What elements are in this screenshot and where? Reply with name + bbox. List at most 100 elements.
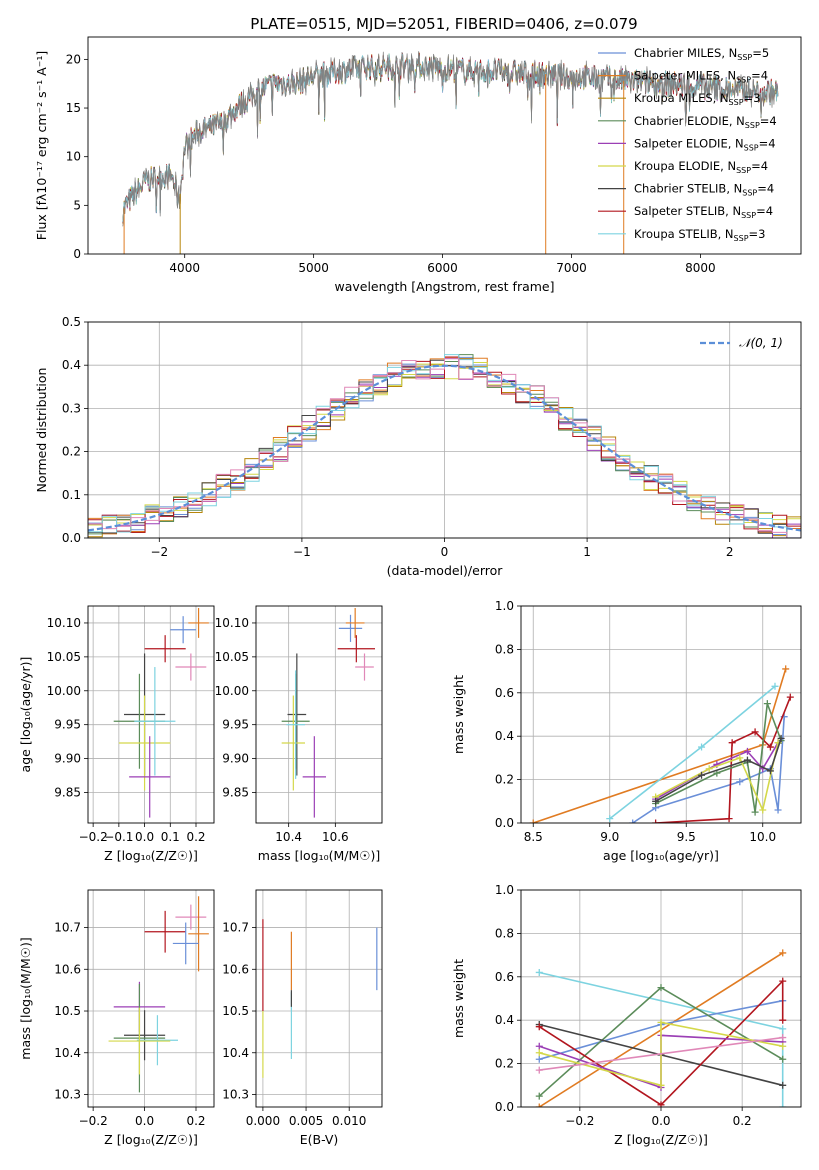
legend-text: Kroupa MILES, N	[634, 91, 729, 105]
residuals-frame	[87, 321, 802, 539]
legend-entry: Chabrier STELIB, NSSP=4	[634, 182, 774, 198]
mass-weight-vs-Z-plot	[535, 949, 787, 1107]
legend-text: Salpeter STELIB, N	[634, 204, 741, 218]
x-tick-label: 8000	[685, 261, 716, 275]
series-marker	[657, 1101, 665, 1107]
mass-vs-Z-frame	[87, 889, 215, 1108]
legend-text: Chabrier STELIB, N	[634, 182, 742, 196]
legend-suffix: =4	[756, 204, 773, 218]
y-tick-label: 10	[66, 150, 81, 164]
legend-text: Chabrier ELODIE, N	[634, 114, 745, 128]
series-marker	[743, 747, 751, 755]
y-tick-label: 9.95	[222, 718, 249, 732]
series-line	[609, 685, 776, 820]
age-vs-Z-plot	[113, 608, 209, 818]
x-tick-label: 8.5	[524, 830, 543, 844]
y-tick-label: 10.4	[222, 1046, 249, 1060]
x-tick-label: −1	[293, 545, 311, 559]
y-axis-label: mass weight	[451, 675, 466, 754]
x-tick-label: 0.0	[135, 830, 154, 844]
x-tick-label: −2	[150, 545, 168, 559]
series-marker	[606, 815, 614, 823]
series-marker	[777, 734, 785, 742]
x-tick-label: 6000	[427, 261, 458, 275]
series-line	[538, 979, 784, 1106]
y-tick-label: 0.6	[495, 970, 514, 984]
y-tick-label: 0.6	[495, 686, 514, 700]
y-tick-label: 10.10	[215, 616, 249, 630]
series-marker	[535, 1049, 543, 1057]
y-tick-label: 10.5	[222, 1004, 249, 1018]
y-tick-label: 0.2	[62, 445, 81, 459]
series-marker	[786, 693, 794, 701]
series-marker	[629, 819, 637, 823]
legend-entry: Salpeter STELIB, NSSP=4	[634, 204, 773, 220]
series-marker	[535, 1066, 543, 1074]
series-line	[655, 696, 792, 823]
histogram-step	[88, 358, 801, 538]
y-tick-label: 10.6	[222, 962, 249, 976]
series-marker	[779, 1103, 787, 1107]
age-vs-mass-frame	[255, 605, 383, 824]
y-tick-label: 0.4	[495, 729, 514, 743]
series-marker	[736, 778, 744, 786]
y-tick-label: 0.0	[62, 531, 81, 545]
x-tick-label: 4000	[169, 261, 200, 275]
x-tick-label: −0.2	[565, 1114, 594, 1128]
series-marker	[698, 743, 706, 751]
x-tick-label: 10.4	[275, 830, 302, 844]
series-marker	[725, 815, 733, 823]
legend-entry: Salpeter ELODIE, NSSP=4	[634, 136, 776, 152]
x-tick-label: 0.000	[246, 1114, 280, 1128]
x-axis-label: (data-model)/error	[387, 563, 504, 578]
series-marker	[535, 1042, 543, 1050]
x-axis-label: Z [log₁₀(Z/Z☉)]	[104, 1132, 198, 1147]
series-line	[655, 703, 782, 813]
mass-vs-ebv-frame	[255, 889, 383, 1108]
series-marker	[657, 1018, 665, 1026]
legend-entry: Chabrier ELODIE, NSSP=4	[634, 114, 777, 130]
y-tick-label: 0.2	[495, 1057, 514, 1071]
y-tick-label: 15	[66, 101, 81, 115]
x-tick-label: 2	[726, 545, 734, 559]
y-tick-label: 9.85	[222, 785, 249, 799]
y-tick-label: 9.90	[222, 752, 249, 766]
series-marker	[759, 806, 767, 814]
y-tick-label: 0.3	[62, 401, 81, 415]
series-marker	[766, 743, 774, 751]
y-tick-label: 10.3	[222, 1087, 249, 1101]
x-tick-label: 0.2	[186, 830, 205, 844]
legend-text: Salpeter ELODIE, N	[634, 136, 744, 150]
x-axis-label: age [log₁₀(age/yr)]	[603, 848, 719, 863]
residuals-plot	[88, 354, 801, 538]
y-tick-label: 0.0	[495, 1100, 514, 1114]
series-marker	[535, 968, 543, 976]
series-marker	[779, 949, 787, 957]
y-tick-label: 9.95	[54, 718, 81, 732]
y-tick-label: 10.5	[54, 1004, 81, 1018]
legend-subscript: SSP	[742, 189, 757, 198]
age-vs-Z-frame	[87, 605, 215, 824]
legend-subscript: SSP	[734, 234, 749, 243]
y-tick-label: 10.05	[47, 650, 81, 664]
x-tick-label: 0.0	[651, 1114, 670, 1128]
y-tick-label: 0.8	[495, 926, 514, 940]
x-axis-label: wavelength [Angstrom, rest frame]	[334, 279, 554, 294]
legend-subscript: SSP	[745, 121, 760, 130]
series-marker	[779, 1025, 787, 1033]
x-tick-label: 0.1	[161, 830, 180, 844]
x-axis-label: Z [log₁₀(Z/Z☉)]	[614, 1132, 708, 1147]
spectrum-plot	[122, 51, 779, 254]
y-tick-label: 0.0	[495, 816, 514, 830]
legend-suffix: =3	[744, 91, 761, 105]
x-tick-label: 0	[441, 545, 449, 559]
legend-entry: Kroupa ELODIE, NSSP=4	[634, 159, 768, 175]
legend-suffix: =4	[751, 159, 768, 173]
series-marker	[698, 771, 706, 779]
residuals-legend: 𝒩(0, 1)	[700, 336, 783, 350]
y-tick-label: 1.0	[495, 599, 514, 613]
spectrum-data-line	[122, 51, 779, 227]
series-marker	[705, 765, 713, 773]
x-tick-label: 5000	[298, 261, 329, 275]
